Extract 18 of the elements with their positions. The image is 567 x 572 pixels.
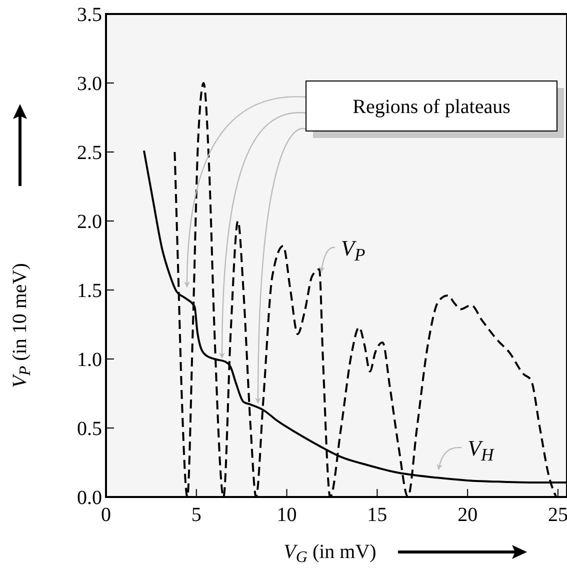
y-tick-label: 2.0 bbox=[77, 211, 102, 233]
series-label: V$_{H}$ bbox=[468, 436, 496, 464]
y-tick-label: 0.0 bbox=[77, 487, 102, 509]
y-tick-label: 3.0 bbox=[77, 73, 102, 95]
y-tick-label: 1.5 bbox=[77, 280, 102, 302]
x-tick-label: 10 bbox=[276, 504, 297, 526]
x-tick-label: 25 bbox=[548, 504, 567, 526]
x-tick-label: 5 bbox=[191, 504, 202, 526]
y-tick-label: 0.5 bbox=[77, 418, 102, 440]
x-tick-label: 0 bbox=[101, 504, 111, 526]
y-tick-label: 1.0 bbox=[77, 349, 102, 371]
x-tick-label: 20 bbox=[458, 504, 478, 526]
series-label: V$_{P}$ bbox=[341, 236, 366, 264]
x-tick-label: 15 bbox=[367, 504, 388, 526]
annotation: Regions of plateaus bbox=[352, 96, 511, 118]
y-tick-label: 3.5 bbox=[77, 4, 102, 26]
y-tick-label: 2.5 bbox=[77, 142, 102, 164]
x-axis-title: V$_{G}$ (in mV) bbox=[284, 541, 376, 566]
